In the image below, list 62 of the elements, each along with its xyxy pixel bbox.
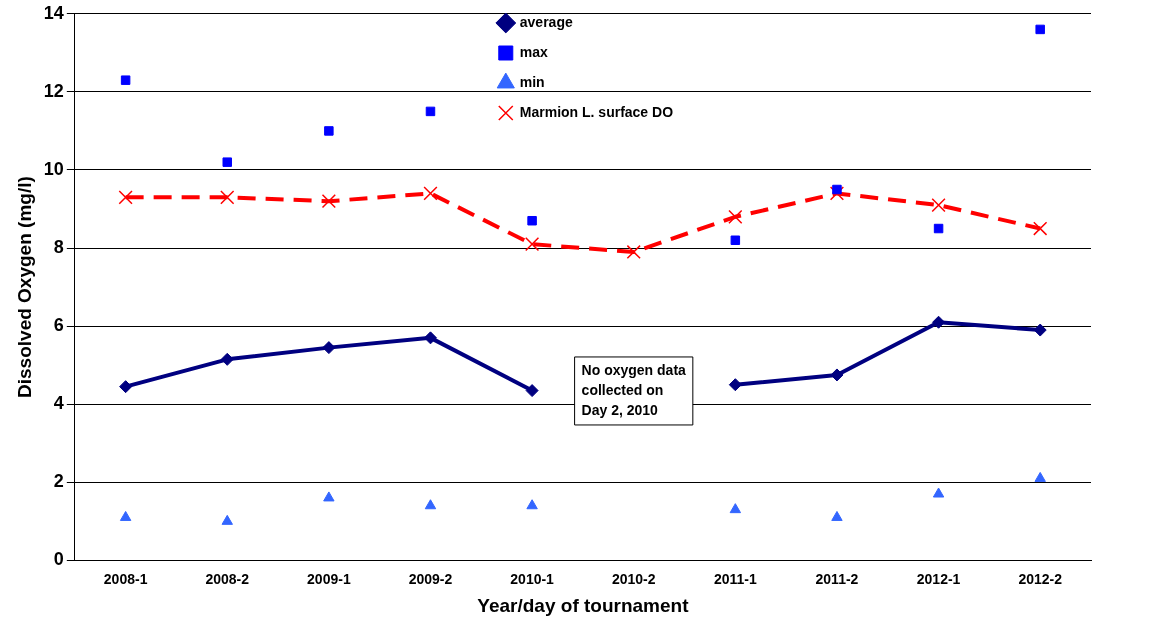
point [830, 368, 844, 382]
y-tick-label: 4 [53, 393, 64, 414]
point [425, 106, 436, 117]
x-tick-label: 2011-2 [815, 570, 859, 587]
point [932, 487, 945, 498]
y-tick-label: 6 [53, 315, 64, 336]
x-tick-label: 2012-1 [916, 570, 961, 587]
y-tick-label: 0 [53, 549, 64, 570]
y-tick-label: 8 [53, 237, 64, 258]
y-tick-label: 12 [43, 80, 64, 101]
point [423, 331, 437, 345]
point [728, 209, 743, 224]
x-tick-label: 2009-2 [408, 570, 453, 587]
legend-label: max [519, 43, 549, 60]
point [526, 499, 538, 510]
point [120, 75, 131, 85]
point [221, 514, 233, 525]
x-tick-label: 2009-1 [307, 570, 351, 587]
x-tick-label: 2011-1 [713, 570, 757, 587]
x-tick-label: 2008-2 [205, 570, 250, 587]
point [525, 384, 539, 398]
x-axis-title: Year/day of tournament [477, 594, 690, 616]
point [323, 491, 335, 502]
point [832, 184, 842, 195]
point [1035, 24, 1045, 35]
point [222, 157, 232, 167]
point [932, 315, 946, 329]
point [931, 198, 946, 213]
point [829, 186, 845, 201]
point [321, 194, 336, 209]
legend-label: average [519, 13, 573, 30]
x-tick-label: 2008-1 [103, 570, 148, 587]
point [324, 126, 334, 136]
x-tick-label: 2012-2 [1018, 570, 1063, 587]
point [424, 499, 437, 510]
point [626, 244, 641, 260]
annotation: No oxygen data collected on Day 2, 2010 [581, 361, 687, 418]
point [423, 186, 438, 201]
y-axis-title: Dissolved Oxygen (mg/l) [13, 176, 35, 398]
point [322, 341, 336, 355]
point [524, 237, 540, 252]
point [119, 510, 132, 521]
point [730, 235, 741, 245]
x-tick-label: 2010-1 [510, 570, 555, 587]
point [831, 510, 843, 521]
point [119, 380, 133, 394]
point [1033, 221, 1048, 236]
y-tick-label: 2 [53, 471, 64, 492]
x-tick-label: 2010-2 [611, 570, 656, 587]
y-tick-label: 14 [43, 2, 64, 23]
point [729, 503, 742, 514]
point [220, 190, 235, 205]
point [933, 223, 944, 234]
legend-label: min [519, 73, 545, 90]
point [728, 378, 742, 392]
point [527, 215, 537, 226]
y-tick-label: 10 [43, 158, 64, 179]
point [118, 190, 133, 205]
point [1034, 471, 1046, 482]
legend-label: Marmion L. surface DO [519, 103, 674, 120]
point [220, 352, 234, 366]
point [1033, 323, 1047, 337]
